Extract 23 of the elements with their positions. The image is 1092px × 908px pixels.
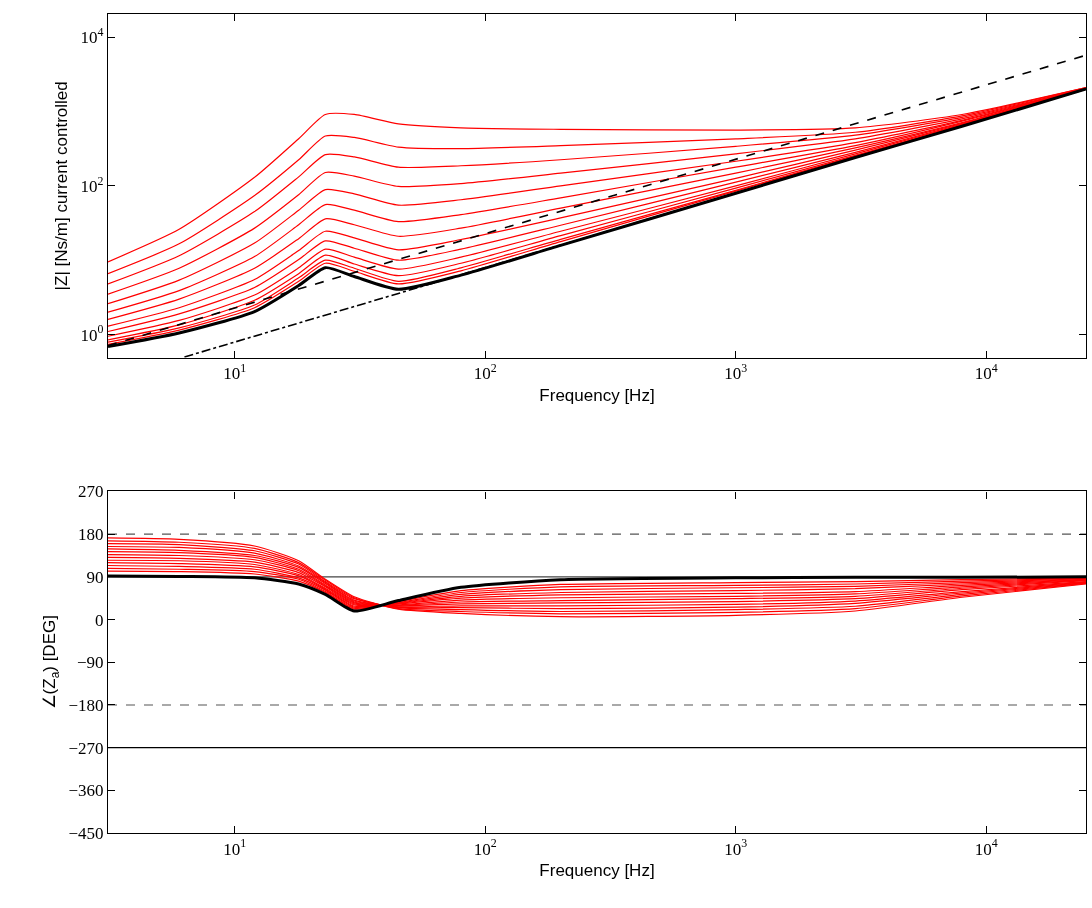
x-tick-label: 10$^{1}$ <box>223 836 247 859</box>
x-tick-label: 10$^{4}$ <box>974 836 998 859</box>
x-tick-label: 10$^{4}$ <box>974 361 998 384</box>
y-tick-label: −450 <box>68 823 104 843</box>
x-tick-label: 10$^{1}$ <box>223 361 247 384</box>
y-tick-label: 90 <box>86 567 104 587</box>
y-axis-title: |Z| [Ns/m] current controlled <box>52 81 72 291</box>
y-tick-label: −360 <box>68 781 104 801</box>
y-tick-label: 10$^{4}$ <box>80 24 104 47</box>
x-tick-label: 10$^{2}$ <box>473 361 497 384</box>
y-tick-label: −90 <box>76 653 104 673</box>
x-tick-label: 10$^{2}$ <box>473 836 497 859</box>
y-tick-label: −270 <box>68 738 104 758</box>
x-tick-label: 10$^{3}$ <box>724 836 748 859</box>
x-axis-title: Frequency [Hz] <box>539 385 655 405</box>
y-tick-label: −180 <box>68 695 104 715</box>
x-tick-label: 10$^{3}$ <box>724 361 748 384</box>
y-tick-label: 180 <box>78 525 104 545</box>
y-tick-label: 10$^{0}$ <box>80 322 104 345</box>
y-tick-label: 270 <box>78 482 104 502</box>
x-axis-title: Frequency [Hz] <box>539 860 655 880</box>
y-tick-label: 0 <box>95 610 104 630</box>
y-tick-label: 10$^{2}$ <box>80 173 104 196</box>
